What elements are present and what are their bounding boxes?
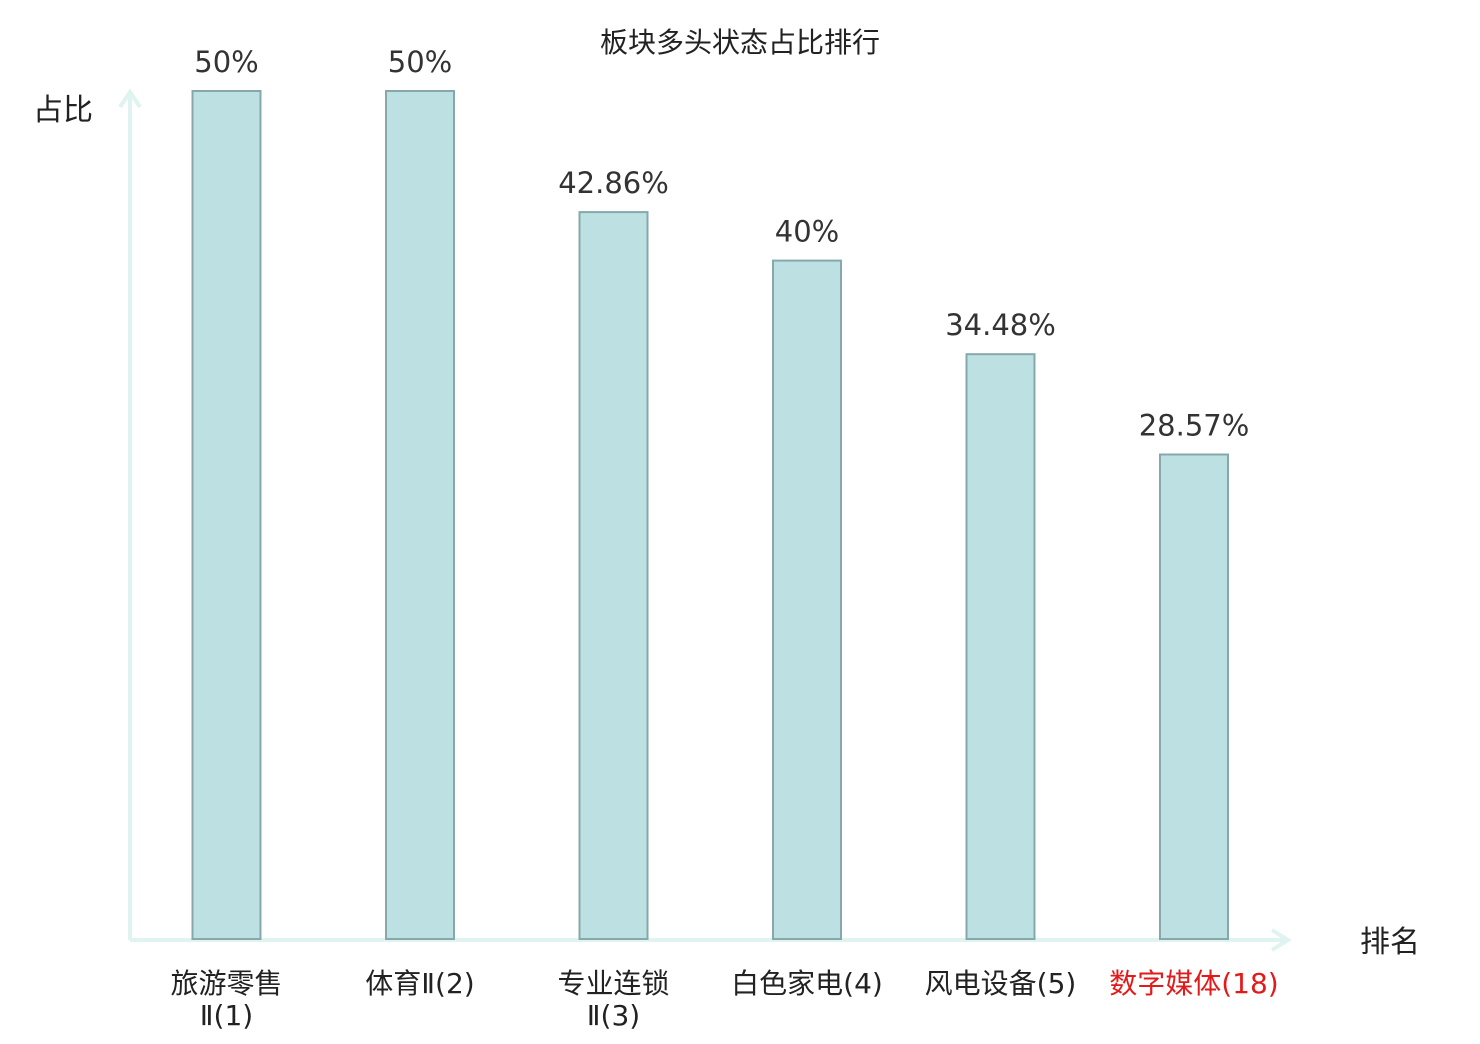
value-labels: 50% 50% 42.86% 40% 34.48% 28.57% — [194, 45, 1249, 443]
value-label-5: 34.48% — [945, 308, 1056, 342]
category-label-5: 风电设备(5) — [925, 967, 1077, 1000]
category-label-3-line-1: 专业连锁 — [557, 967, 669, 1000]
bar-5 — [965, 353, 1036, 940]
value-label-2: 50% — [388, 45, 452, 79]
x-axis-label: 排名 — [1360, 925, 1420, 960]
value-label-1: 50% — [194, 45, 258, 79]
value-label-3: 42.86% — [558, 166, 669, 200]
category-label-3-line-2: Ⅱ(3) — [587, 999, 640, 1032]
category-label-2: 体育Ⅱ(2) — [365, 967, 474, 1000]
category-label-6: 数字媒体(18) — [1109, 967, 1278, 1000]
bar-1 — [191, 90, 262, 940]
y-axis-label: 占比 — [33, 93, 93, 128]
axes — [118, 88, 1292, 952]
category-label-1-line-1: 旅游零售 — [170, 967, 282, 1000]
value-label-6: 28.57% — [1139, 409, 1250, 443]
chart-title: 板块多头状态占比排行 — [600, 26, 880, 59]
x-axis-arrow-icon — [1270, 928, 1292, 952]
bar-6 — [1159, 453, 1229, 940]
category-label-1-line-2: Ⅱ(1) — [200, 999, 253, 1032]
y-axis-arrow-icon — [118, 88, 142, 109]
category-label-4: 白色家电(4) — [731, 967, 883, 1000]
bar-4 — [772, 259, 842, 941]
value-label-4: 40% — [775, 215, 839, 249]
bars — [191, 90, 1229, 941]
bar-2 — [385, 90, 455, 940]
bar-3 — [578, 211, 649, 941]
